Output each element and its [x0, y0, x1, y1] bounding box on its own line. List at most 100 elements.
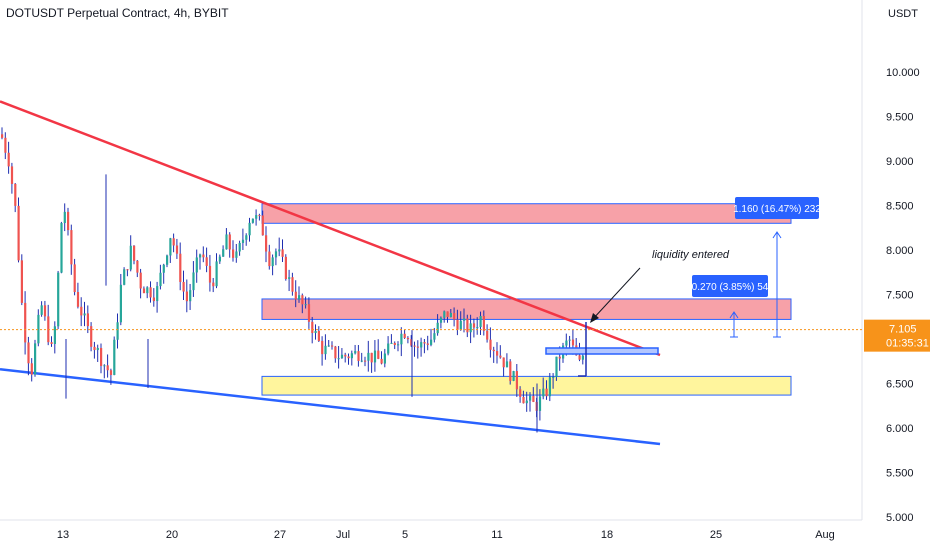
candle-body — [146, 287, 149, 294]
candle-body — [423, 342, 426, 344]
candle-body — [7, 152, 10, 167]
candle-body — [185, 291, 188, 302]
resistance-trendline[interactable] — [0, 100, 661, 357]
candle-body — [34, 343, 37, 375]
candle-body — [284, 256, 287, 280]
x-tick-label: 5 — [402, 529, 408, 541]
candle-body — [106, 365, 109, 371]
candle-body — [472, 323, 476, 328]
resistance-zone[interactable] — [261, 203, 792, 224]
candle-body — [14, 183, 17, 206]
candle-body — [413, 345, 416, 347]
candle-body — [307, 304, 311, 322]
candle-body — [515, 371, 518, 390]
candle-body — [274, 251, 278, 258]
candle-body — [400, 333, 403, 345]
support-trendline[interactable] — [0, 368, 661, 446]
x-tick-label: 18 — [601, 529, 613, 541]
candle-body — [519, 389, 522, 397]
candle-body — [344, 354, 347, 357]
candle-body — [208, 265, 212, 283]
candle-body — [334, 346, 337, 359]
candle-body — [27, 342, 30, 364]
candle-body — [149, 287, 152, 298]
candle-body — [304, 304, 307, 306]
candle-body — [529, 395, 532, 401]
candle-body — [83, 313, 86, 316]
candle-body — [133, 245, 136, 261]
candle-body — [182, 281, 185, 292]
candle-body — [459, 320, 462, 330]
candle-body — [337, 358, 340, 360]
candle-body — [321, 340, 324, 355]
candle-body — [70, 230, 73, 265]
candle-body — [453, 312, 456, 320]
candle-body — [80, 306, 83, 316]
measure-small-arrow-head — [729, 311, 739, 319]
measure-small-box[interactable] — [692, 275, 768, 297]
measure-large-box[interactable] — [735, 197, 819, 219]
candle-body — [67, 211, 70, 231]
candle-body — [30, 363, 33, 375]
candle-body — [215, 261, 218, 287]
candle-body — [357, 351, 360, 361]
candle-body — [416, 346, 419, 348]
candle-body — [40, 305, 43, 315]
candle-body — [291, 277, 294, 292]
candle-body — [525, 400, 528, 404]
candle-body — [4, 137, 7, 153]
candle-body — [373, 350, 377, 363]
candle-body — [139, 272, 142, 289]
candle-body — [222, 249, 225, 257]
chart-title: DOTUSDT Perpetual Contract, 4h, BYBIT — [6, 6, 229, 20]
x-tick-label: 13 — [57, 529, 69, 541]
candle-body — [552, 376, 555, 378]
candle-body — [403, 333, 406, 338]
y-tick-label: 6.000 — [886, 423, 914, 435]
candle-body — [251, 218, 254, 223]
candle-body — [542, 388, 545, 397]
candle-body — [192, 272, 195, 291]
y-tick-label: 10.000 — [886, 67, 920, 79]
candle-body — [281, 249, 284, 257]
candle-body — [294, 291, 297, 300]
candle-body — [129, 245, 132, 270]
candle-body — [255, 215, 258, 219]
candle-body — [119, 284, 122, 323]
candle-body — [90, 326, 93, 347]
candle-body — [505, 361, 509, 368]
y-tick-label: 7.500 — [886, 290, 914, 302]
candle-body — [449, 312, 452, 318]
candle-body — [446, 311, 449, 318]
candle-body — [20, 260, 23, 303]
candle-body — [199, 254, 202, 258]
candle-body — [109, 370, 113, 375]
candle-body — [360, 360, 363, 362]
measure-large-label: 1.160 (16.47%) 232 — [733, 204, 821, 215]
price-axis[interactable]: 10.0009.5009.0008.5008.0007.5007.0006.50… — [886, 67, 920, 524]
candle-body — [142, 288, 146, 294]
liquidity-arrow — [591, 267, 641, 321]
candle-body — [271, 257, 274, 267]
candle-body — [354, 351, 357, 354]
entry-box — [545, 347, 659, 355]
candle-body — [486, 330, 489, 340]
zones-layer — [261, 203, 792, 396]
candle-body — [179, 253, 182, 282]
candle-body — [241, 239, 245, 243]
candle-body — [96, 347, 99, 351]
candle-body — [350, 353, 353, 359]
candle-body — [314, 330, 317, 334]
plot-area[interactable] — [0, 0, 862, 520]
candles-layer — [1, 127, 584, 433]
candle-body — [278, 249, 281, 252]
candle-body — [43, 305, 47, 317]
candle-body — [532, 395, 535, 402]
candle-body — [571, 339, 575, 346]
candle-body — [202, 254, 205, 258]
resistance-zone[interactable] — [261, 298, 792, 320]
y-tick-label: 8.000 — [886, 245, 914, 257]
candle-body — [443, 311, 446, 318]
time-axis[interactable]: 13 20 27 Jul 5 11 18 25 Aug — [57, 529, 835, 541]
